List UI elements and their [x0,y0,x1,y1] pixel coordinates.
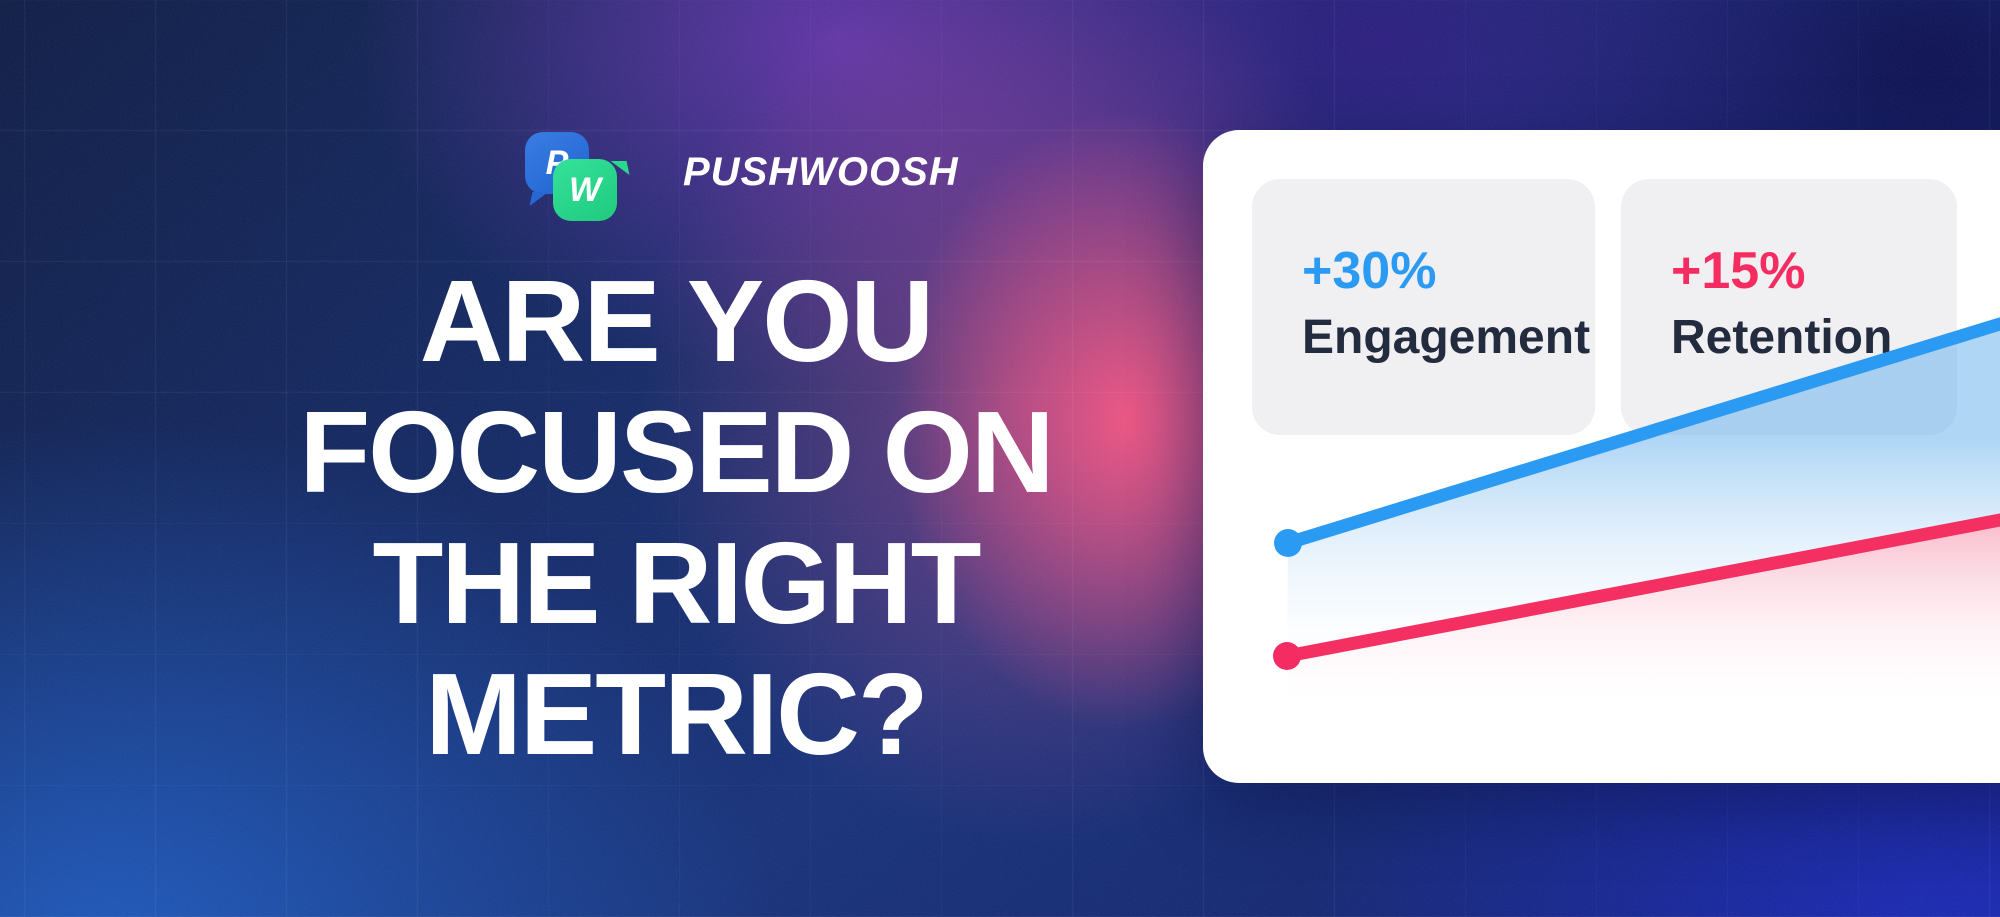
engagement-stat-card: +30% Engagement [1252,179,1595,435]
headline-line-1: ARE YOU [419,256,934,386]
headline-line-4: METRIC? [425,649,929,779]
brand-name: PUSHWOOSH [683,149,959,194]
pushwoosh-logo: P W PUSHWOOSH [525,128,959,221]
engagement-delta: +30% [1302,242,1437,300]
retention-stat-card: +15% Retention [1621,179,1957,435]
logo-speech-bubbles-icon: P W [525,128,665,221]
logo-letter-w: W [568,170,602,209]
green-speech-bubble-icon: W [553,159,617,221]
retention-delta: +15% [1671,242,1806,300]
engagement-label: Engagement [1302,311,1591,364]
page-title: ARE YOU FOCUSED ON THE RIGHT METRIC? [126,256,1226,780]
retention-label: Retention [1671,311,1893,364]
headline-line-3: THE RIGHT [372,518,981,648]
metrics-card: +30% Engagement +15% Retention [1203,130,2000,783]
headline-line-2: FOCUSED ON [299,387,1054,517]
